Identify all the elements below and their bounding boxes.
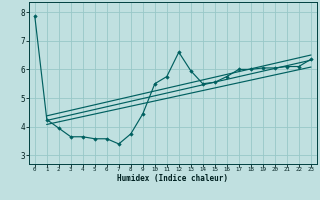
X-axis label: Humidex (Indice chaleur): Humidex (Indice chaleur) (117, 174, 228, 183)
